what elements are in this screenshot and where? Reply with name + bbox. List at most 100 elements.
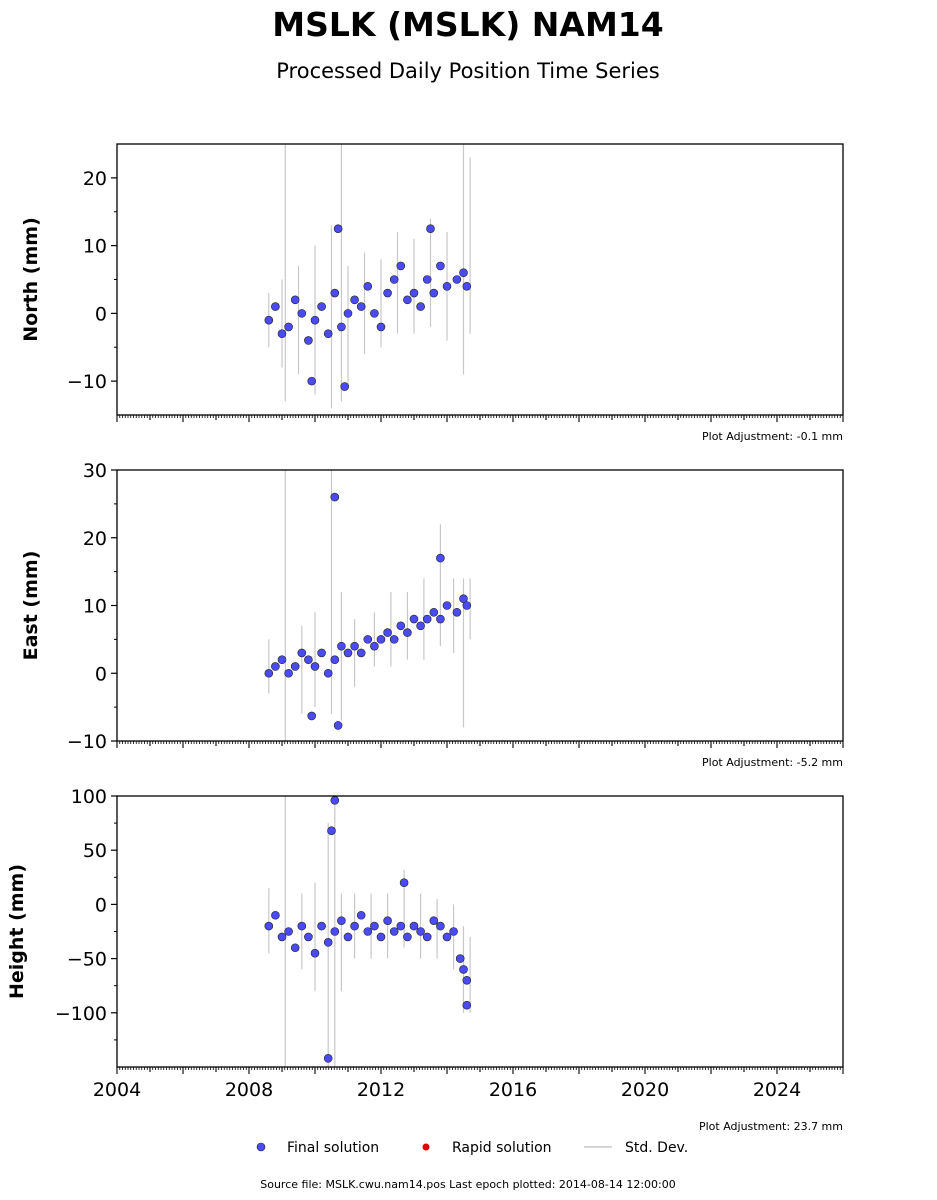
data-point xyxy=(399,878,409,888)
data-point xyxy=(290,295,300,305)
data-point xyxy=(426,224,435,233)
data-point xyxy=(396,261,406,271)
data-point xyxy=(310,948,320,958)
chart-title: MSLK (MSLK) NAM14 xyxy=(272,5,663,44)
data-point xyxy=(323,668,333,678)
legend-final-label: Final solution xyxy=(287,1140,379,1156)
data-point xyxy=(363,281,373,291)
data-point xyxy=(455,954,465,963)
data-point xyxy=(452,607,462,617)
y-tick-label: 20 xyxy=(83,528,107,550)
data-point xyxy=(409,921,419,931)
y-axis-label: Height (mm) xyxy=(6,864,28,999)
data-point xyxy=(389,635,399,644)
data-point xyxy=(317,302,326,311)
data-point xyxy=(277,655,287,665)
data-point xyxy=(284,927,293,936)
data-point xyxy=(370,921,379,931)
data-point xyxy=(409,614,419,624)
axes-frame xyxy=(116,795,844,1068)
data-point xyxy=(337,641,346,651)
data-point xyxy=(376,322,386,332)
plot-adjustment: Plot Adjustment: -0.1 mm xyxy=(702,430,843,443)
data-point xyxy=(307,376,317,386)
data-point xyxy=(462,601,472,610)
plot-adjustment: Plot Adjustment: 23.7 mm xyxy=(699,1120,843,1133)
data-point xyxy=(343,932,353,942)
data-point xyxy=(396,921,406,931)
data-point xyxy=(317,921,326,931)
data-point xyxy=(442,281,452,291)
data-point xyxy=(333,224,343,233)
data-point xyxy=(436,261,445,271)
data-point xyxy=(304,336,313,345)
data-point xyxy=(350,921,359,931)
data-point xyxy=(271,910,280,920)
chart-subtitle: Processed Daily Position Time Series xyxy=(276,59,660,83)
data-point xyxy=(396,621,406,631)
data-point xyxy=(422,275,432,284)
data-point xyxy=(343,309,353,318)
data-point xyxy=(436,921,445,931)
data-point xyxy=(383,916,392,925)
data-point xyxy=(290,943,300,953)
data-point xyxy=(297,921,307,931)
data-point xyxy=(370,309,379,318)
data-point xyxy=(459,965,468,974)
data-point xyxy=(290,662,300,671)
source-footer: Source file: MSLK.cwu.nam14.pos Last epo… xyxy=(260,1178,676,1191)
data-point xyxy=(337,322,346,332)
data-point xyxy=(323,938,333,947)
data-point xyxy=(370,641,379,651)
data-point xyxy=(297,648,307,658)
x-tick-label: 2016 xyxy=(489,1079,537,1101)
data-point xyxy=(277,329,287,339)
data-point xyxy=(462,281,472,291)
data-point xyxy=(284,322,293,332)
data-point xyxy=(436,553,445,563)
data-point xyxy=(429,607,439,617)
legend: Final solution Rapid solution Std. Dev. xyxy=(256,1140,688,1156)
data-point xyxy=(323,329,333,339)
data-point xyxy=(350,641,359,651)
data-point xyxy=(363,635,373,644)
axes-frame xyxy=(116,143,844,416)
data-point xyxy=(330,927,340,936)
data-point xyxy=(459,268,468,278)
legend-stddev-label: Std. Dev. xyxy=(625,1140,688,1156)
data-point xyxy=(343,648,353,658)
y-tick-label: 0 xyxy=(95,303,107,325)
data-point xyxy=(330,796,340,805)
data-point xyxy=(416,927,425,936)
y-tick-label: 0 xyxy=(95,894,107,916)
data-point xyxy=(307,711,317,721)
y-tick-label: 30 xyxy=(83,460,107,482)
data-point xyxy=(284,668,293,678)
y-tick-label: −10 xyxy=(67,731,107,753)
data-point xyxy=(271,662,280,671)
data-point xyxy=(310,662,320,671)
axes-frame xyxy=(116,469,844,742)
data-point xyxy=(449,927,458,936)
data-point xyxy=(277,932,287,942)
plot-area xyxy=(264,796,472,1067)
y-tick-label: −100 xyxy=(55,1003,107,1025)
x-tick-label: 2008 xyxy=(225,1079,273,1101)
data-point xyxy=(337,916,346,925)
y-tick-label: 10 xyxy=(83,236,107,258)
y-tick-label: −50 xyxy=(67,949,107,971)
data-point xyxy=(416,302,425,311)
y-tick-label: 20 xyxy=(83,168,107,190)
data-point xyxy=(389,927,399,936)
data-point xyxy=(383,288,392,298)
legend-final-marker xyxy=(256,1142,266,1152)
plot-area xyxy=(264,470,472,741)
x-tick-label: 2020 xyxy=(621,1079,669,1101)
data-point xyxy=(356,302,366,311)
y-tick-label: 0 xyxy=(95,663,107,685)
data-point xyxy=(462,975,472,985)
data-point xyxy=(264,921,274,931)
data-point xyxy=(271,302,280,311)
data-point xyxy=(356,910,366,920)
